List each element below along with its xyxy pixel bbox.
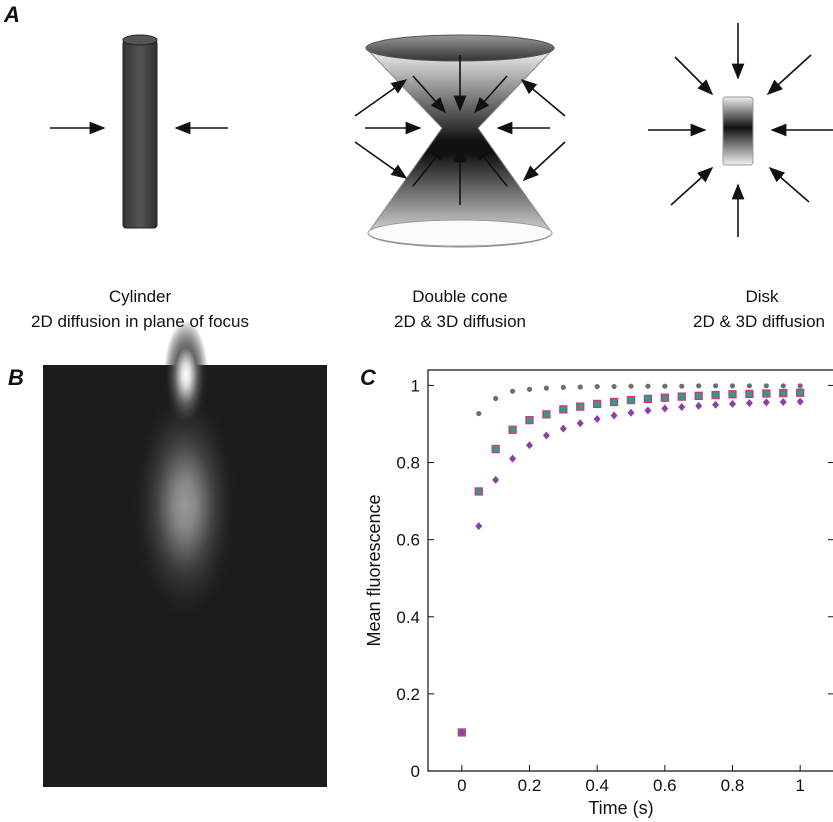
panel-label: B [8,365,24,390]
point [712,400,720,409]
caption-title: Disk [745,287,779,306]
point [526,386,533,392]
point [475,522,483,531]
point [644,406,652,415]
x-tick-label: 0.4 [585,776,609,795]
point [492,475,500,484]
y-tick-label: 0 [411,762,420,781]
x-tick-label: 1 [795,776,804,795]
point [543,385,550,391]
disk-arrows [648,23,833,237]
panel-label: C [360,365,377,390]
y-tick-label: 0.6 [396,531,420,550]
x-tick-label: 0.8 [721,776,745,795]
panel-label: A [3,2,20,27]
point [559,405,568,414]
point [476,410,482,417]
point [779,388,788,398]
point [491,444,500,454]
point [762,398,770,407]
panel-b: B [8,320,327,787]
point [797,383,803,389]
panel-c: C 0 0.2 0.4 0.6 0.8 1 0 0.2 0.4 0.6 0.8 1 Time (s) Me… [360,365,833,818]
point [796,397,804,406]
y-tick-label: 1 [411,376,420,395]
point [780,383,786,389]
point [525,415,534,425]
x-axis-label: Time (s) [588,798,653,818]
point [627,408,635,417]
point [645,383,651,389]
point [508,425,517,434]
point [729,383,736,389]
point [611,383,617,390]
point [779,398,787,407]
point [576,419,584,428]
point [661,404,669,413]
caption-title: Double cone [412,287,507,306]
x-tick-label: 0.2 [518,776,542,795]
point [762,389,771,398]
point [594,383,600,390]
panel-a: A Cylinder 2D diffusion in plane of focu… [3,2,833,331]
point [679,383,685,389]
point [609,397,619,407]
caption-subtitle: 2D diffusion in plane of focus [31,312,249,331]
disk [722,96,754,166]
x-tick-label: 0 [457,776,466,795]
point [628,383,634,389]
point [711,390,720,400]
point [745,399,753,408]
point [729,399,736,408]
point [643,394,653,404]
point [493,395,499,402]
cone-arrows [354,55,566,205]
point [695,401,703,410]
point [610,411,618,420]
caption-title: Cylinder [109,287,172,306]
y-tick-label: 0.8 [396,454,420,473]
point [593,399,602,409]
fluorescence-spot [164,320,208,430]
point [662,383,668,389]
fluorescence-glow [130,385,240,625]
axis-frame [427,369,833,772]
caption-subtitle: 2D & 3D diffusion [394,312,526,331]
cylinder [122,39,158,229]
point [746,383,753,389]
point [678,403,686,412]
point [577,384,583,390]
point [542,410,551,419]
point [712,383,719,389]
point [696,383,702,389]
point [796,388,805,397]
point [694,391,703,400]
point [745,389,754,399]
x-tick-label: 0.6 [653,776,677,795]
point [542,431,550,440]
point [660,393,669,402]
point [559,424,567,433]
point [560,384,566,390]
y-tick-label: 0.2 [396,685,420,704]
point [576,402,585,411]
point [509,388,516,394]
point [677,392,686,401]
y-tick-label: 0.4 [396,608,420,627]
cylinder-top [122,34,158,46]
cone-bottom [367,219,553,247]
point [626,395,636,405]
caption-subtitle: 2D & 3D diffusion [693,312,825,331]
point [509,454,517,463]
y-axis-label: Mean fluorescence [364,494,384,646]
point [474,487,483,496]
point [458,728,466,737]
point [763,383,769,389]
point [526,441,533,450]
point [728,390,737,399]
point [593,414,601,423]
